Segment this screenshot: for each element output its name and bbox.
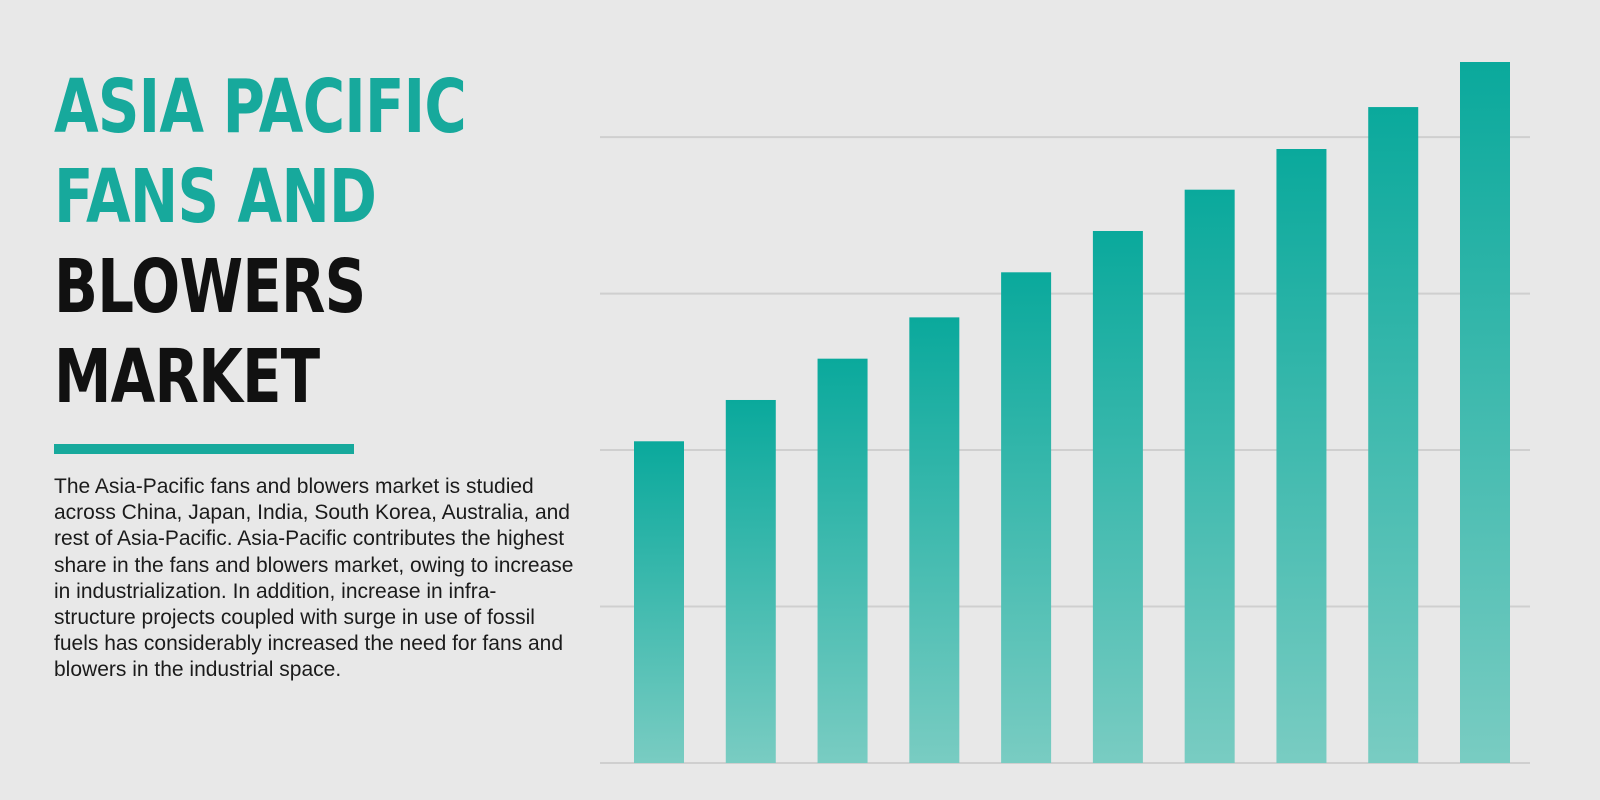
bar-9 bbox=[1368, 107, 1419, 764]
bar-6 bbox=[1092, 230, 1143, 763]
bar-5 bbox=[1001, 272, 1052, 763]
title-line-2: FANS AND bbox=[54, 154, 377, 240]
title-line-1: ASIA PACIFIC bbox=[54, 64, 467, 150]
chart-bars bbox=[634, 62, 1510, 764]
bar-1 bbox=[634, 441, 684, 763]
bar-4 bbox=[909, 317, 960, 763]
bar-7 bbox=[1184, 189, 1235, 764]
bar-8 bbox=[1276, 148, 1327, 764]
bar-3 bbox=[817, 358, 868, 763]
bar-2 bbox=[725, 399, 776, 763]
market-description: The Asia-Pacific fans and blowers market… bbox=[54, 475, 574, 682]
bar-10 bbox=[1460, 62, 1510, 763]
title-line-3: BLOWERS bbox=[54, 244, 366, 330]
title-line-4: MARKET bbox=[54, 334, 320, 420]
title-block: ASIA PACIFIC FANS AND BLOWERS MARKET bbox=[54, 62, 574, 422]
page-title: ASIA PACIFIC FANS AND BLOWERS MARKET bbox=[54, 62, 467, 422]
title-divider bbox=[54, 444, 354, 454]
